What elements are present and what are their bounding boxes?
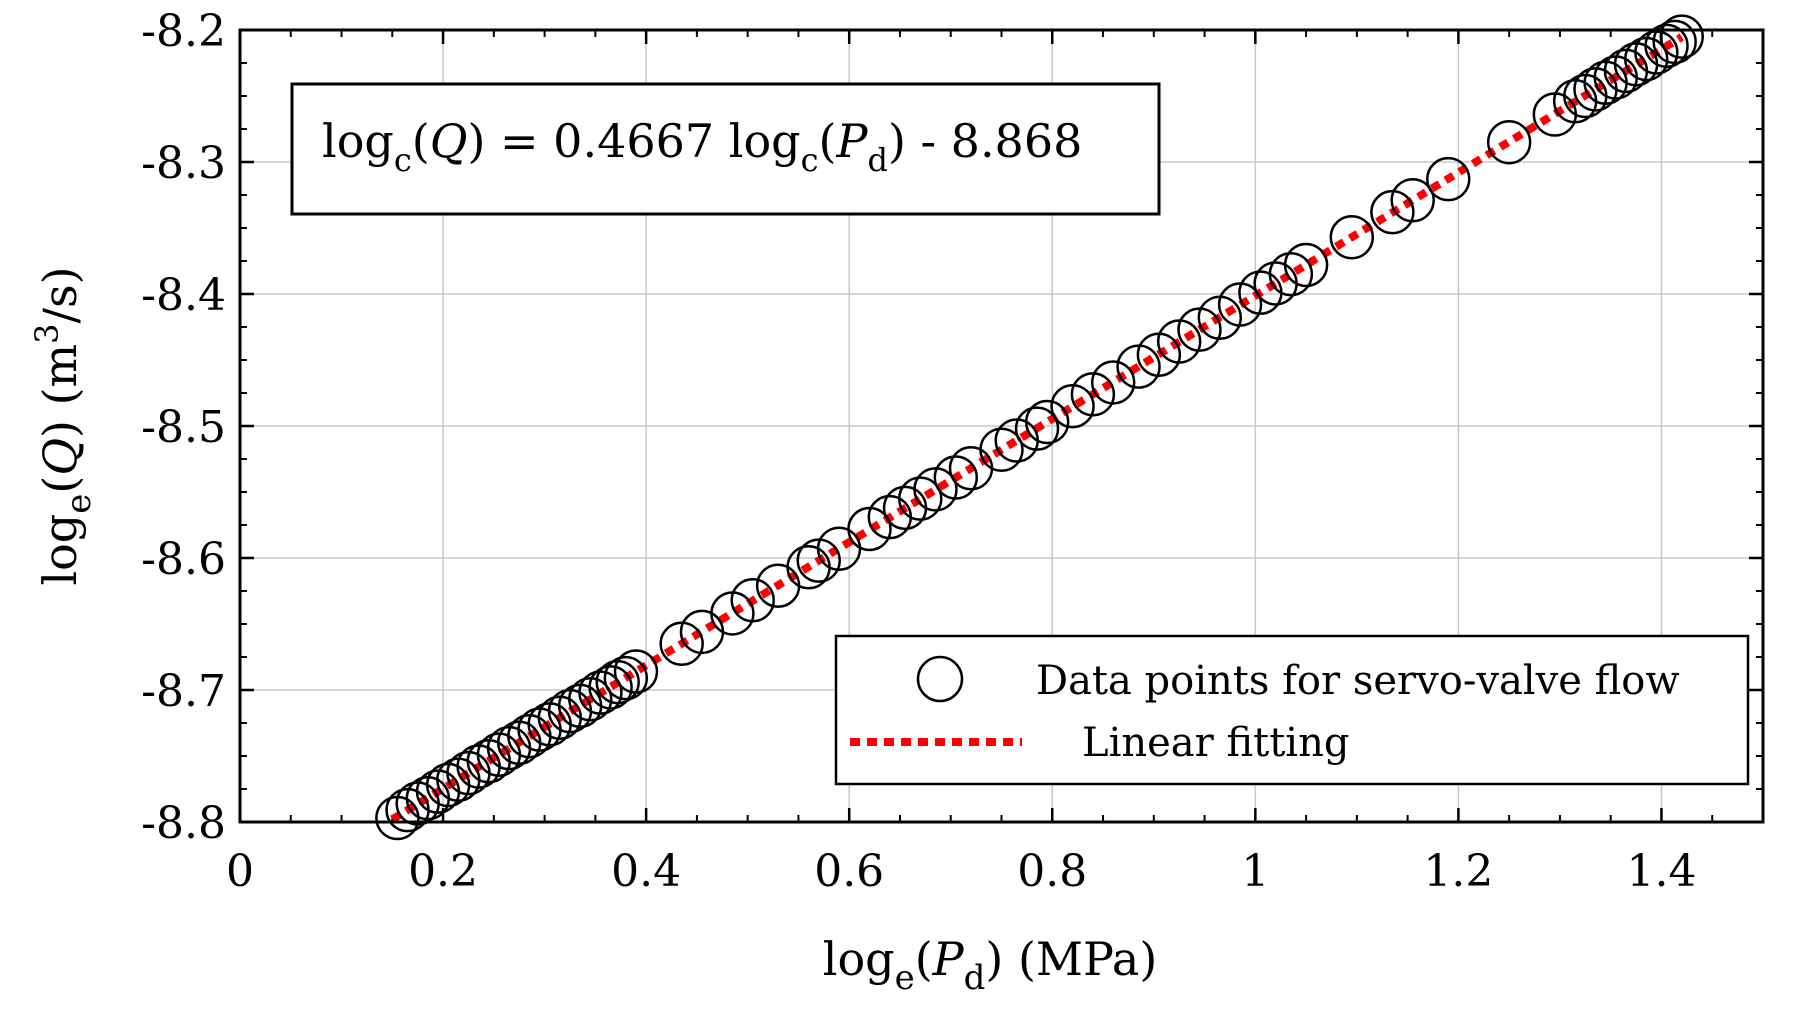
data-point [603,655,649,701]
data-point [1050,383,1095,429]
data-point [1268,251,1314,297]
data-point [1217,282,1263,327]
data-point [613,649,659,694]
y-tick-label: -8.3 [141,138,226,189]
data-point [1024,399,1070,445]
data-point [933,455,979,500]
legend-frame [834,634,1750,786]
x-tick-label: 0.2 [408,846,478,897]
data-point [1253,261,1298,306]
data-point [847,506,892,552]
data-point [913,467,958,512]
data-point [1090,360,1136,405]
tick-labels-layer: 0 0.2 0.4 0.6 0.8 1 1.2 1.4 -8.8 -8.7 -8.6 -8.5 -8.4… [141,6,1696,897]
data-point [1177,307,1222,352]
data-point [1329,214,1375,260]
data-point [1283,242,1329,288]
data-point [1425,156,1471,202]
y-tick-label: -8.5 [141,402,226,453]
data-point [1644,23,1689,69]
legend-label-data: Data points for servo-valve flow [1036,658,1680,704]
x-tick-label: 1.2 [1423,846,1493,897]
legend-marker-circle [916,655,964,703]
y-axis-label: loge(Q) (m3/s) [28,266,99,585]
data-point [1659,14,1705,59]
data-points-layer [375,14,1705,841]
y-tick-label: -8.2 [141,6,226,57]
data-point [568,676,613,722]
data-point [1070,372,1116,417]
data-point [1116,344,1161,389]
data-point [1652,19,1697,65]
data-point [1390,178,1435,223]
x-tick-label: 0 [226,846,254,897]
x-tick-label: 0.6 [814,846,884,897]
plot-frame [238,28,1765,824]
data-point [1156,319,1202,364]
legend-label-fit: Linear fitting [1082,720,1349,766]
equation-text: logc(Q) = 0.4667 logc(Pd) - 8.868 [322,114,1082,179]
x-tick-label: 1 [1241,846,1269,897]
y-tick-label: -8.7 [141,666,226,717]
y-tick-label: -8.8 [141,798,226,849]
equation-frame [290,82,1161,216]
data-point [898,476,943,521]
data-point [1014,406,1060,451]
y-tick-label: -8.6 [141,534,226,585]
data-point [1370,189,1415,235]
legend: Data points for servo-valve flow Linear … [834,634,1750,786]
data-point [979,427,1024,473]
equation-box: logc(Q) = 0.4667 logc(Pd) - 8.868 [290,82,1161,216]
data-point [796,538,841,583]
x-axis-label: loge(Pd) (MPa) [823,932,1158,998]
x-tick-label: 0.4 [611,846,681,897]
data-point [659,621,704,667]
x-tick-label: 0.8 [1017,846,1087,897]
data-point [1486,119,1532,165]
x-tick-label: 1.4 [1626,846,1696,897]
data-point [588,665,633,710]
data-point [730,577,775,623]
y-tick-label: -8.4 [141,270,226,321]
